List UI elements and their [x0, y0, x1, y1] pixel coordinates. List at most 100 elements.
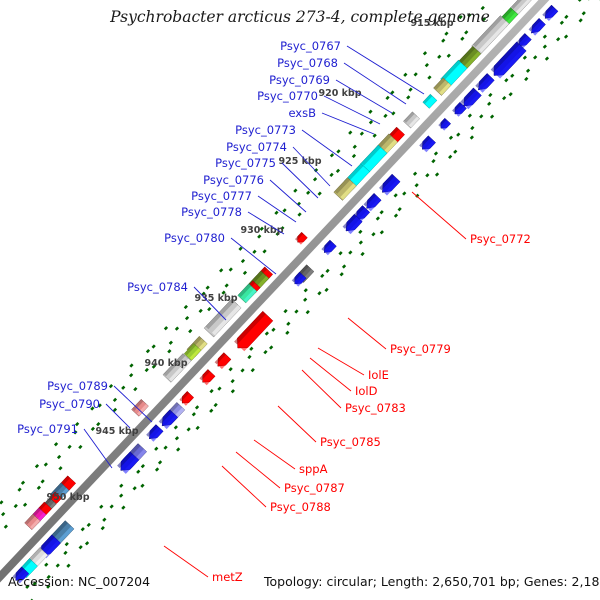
gene-feature[interactable] — [360, 144, 388, 173]
gene-feature[interactable] — [117, 451, 140, 474]
gene-feature[interactable] — [403, 111, 420, 129]
genome-summary-label: Topology: circular; Length: 2,650,701 bp… — [263, 574, 600, 589]
gene-label-forward[interactable]: Psyc_0776 — [203, 173, 264, 187]
gene-label-forward[interactable]: Psyc_0773 — [235, 123, 296, 137]
axis-tick-label: 915 kbp — [410, 18, 453, 29]
gene-label-forward[interactable]: Psyc_0778 — [181, 205, 242, 219]
label-leader-line — [83, 428, 113, 469]
label-leader-line — [301, 369, 342, 409]
gene-label-forward[interactable]: Psyc_0780 — [164, 231, 225, 245]
gene-feature[interactable] — [214, 352, 232, 370]
label-leader-line — [411, 191, 467, 240]
gene-feature[interactable] — [321, 239, 337, 256]
label-leader-line — [281, 162, 319, 199]
label-leader-line — [193, 286, 227, 321]
axis-tick-label: 945 kbp — [95, 426, 138, 437]
gene-feature[interactable] — [24, 513, 41, 531]
gene-label-reverse[interactable]: IolE — [368, 368, 389, 382]
gene-label-reverse[interactable]: Psyc_0783 — [345, 401, 406, 415]
gene-feature[interactable] — [234, 310, 274, 352]
gene-feature[interactable] — [440, 59, 468, 88]
gene-label-reverse[interactable]: Psyc_0779 — [390, 342, 451, 356]
label-leader-line — [163, 545, 209, 578]
gene-feature[interactable] — [333, 177, 357, 201]
gene-feature[interactable] — [146, 424, 164, 442]
gene-feature[interactable] — [542, 4, 559, 21]
gene-label-forward[interactable]: Psyc_0775 — [215, 156, 276, 170]
gene-feature[interactable] — [237, 283, 258, 304]
gene-label-reverse[interactable]: Psyc_0772 — [470, 232, 531, 246]
gene-feature[interactable] — [433, 77, 452, 96]
label-leader-line — [292, 146, 331, 187]
gene-feature[interactable] — [460, 87, 482, 110]
gene-label-forward[interactable]: Psyc_0768 — [277, 56, 338, 70]
label-leader-line — [347, 317, 387, 350]
gene-label-reverse[interactable]: metZ — [212, 570, 243, 584]
gene-feature[interactable] — [183, 343, 202, 361]
gene-label-reverse[interactable]: Psyc_0787 — [284, 481, 345, 495]
gene-feature[interactable] — [419, 135, 436, 153]
gene-feature[interactable] — [422, 93, 438, 109]
label-leader-line — [253, 439, 296, 470]
gene-label-reverse[interactable]: Psyc_0785 — [320, 435, 381, 449]
gene-label-forward[interactable]: Psyc_0777 — [191, 189, 252, 203]
gene-label-forward[interactable]: exsB — [288, 106, 316, 120]
gene-label-forward[interactable]: Psyc_0784 — [127, 280, 188, 294]
gene-feature[interactable] — [438, 117, 452, 131]
label-leader-line — [221, 465, 267, 508]
gene-feature[interactable] — [162, 361, 184, 383]
gene-feature[interactable] — [471, 15, 510, 55]
label-leader-line — [346, 45, 425, 95]
axis-tick-label: 935 kbp — [194, 293, 237, 304]
gene-feature[interactable] — [12, 566, 30, 584]
gene-label-forward[interactable]: Psyc_0790 — [39, 397, 100, 411]
forward-strand-labels[interactable]: Psyc_0767 Psyc_0768 Psyc_0769 Psyc_0770 exsB… — [17, 39, 425, 469]
gene-feature[interactable] — [475, 73, 495, 93]
gene-feature[interactable] — [353, 205, 371, 223]
gene-label-forward[interactable]: Psyc_0774 — [226, 140, 287, 154]
gene-label-forward[interactable]: Psyc_0789 — [47, 379, 108, 393]
gene-label-forward[interactable]: Psyc_0770 — [257, 89, 318, 103]
axis-tick-label: 950 kbp — [46, 492, 89, 503]
gene-feature[interactable] — [37, 534, 61, 559]
gene-feature[interactable] — [158, 409, 179, 430]
gene-label-forward[interactable]: Psyc_0791 — [17, 422, 78, 436]
accession-label: Accession: NC_007204 — [8, 574, 150, 589]
gene-feature[interactable] — [131, 398, 149, 417]
gene-label-reverse[interactable]: Psyc_0788 — [270, 500, 331, 514]
label-leader-line — [105, 403, 131, 429]
label-leader-line — [335, 79, 393, 114]
gene-feature[interactable] — [199, 369, 216, 386]
label-leader-line — [301, 129, 353, 167]
gene-label-reverse[interactable]: sppA — [299, 462, 328, 476]
gene-feature[interactable] — [516, 33, 532, 49]
gene-label-forward[interactable]: Psyc_0767 — [280, 39, 341, 53]
gene-feature[interactable] — [528, 17, 546, 36]
gene-feature[interactable] — [452, 101, 467, 117]
gene-feature[interactable] — [291, 271, 307, 287]
gene-feature[interactable] — [342, 213, 363, 235]
gene-features-layer[interactable] — [12, 0, 559, 584]
label-leader-line — [257, 195, 297, 223]
gene-feature[interactable] — [490, 41, 527, 79]
gene-feature[interactable] — [295, 231, 308, 245]
axis-tick-label: 930 kbp — [240, 225, 283, 236]
gene-feature[interactable] — [363, 192, 382, 212]
label-leader-line — [343, 62, 407, 105]
genome-axis — [0, 0, 550, 583]
label-leader-line — [323, 95, 381, 125]
page-title: Psychrobacter arcticus 273-4, complete g… — [109, 8, 490, 26]
axis-tick-label: 925 kbp — [278, 156, 321, 167]
label-leader-line — [309, 357, 352, 392]
gene-feature[interactable] — [179, 390, 195, 406]
gene-label-reverse[interactable]: IolD — [355, 384, 378, 398]
label-leader-line — [230, 237, 277, 275]
gene-feature[interactable] — [379, 173, 401, 196]
axis-tick-label: 920 kbp — [318, 88, 361, 99]
gene-label-forward[interactable]: Psyc_0769 — [269, 73, 330, 87]
label-leader-line — [277, 405, 317, 443]
